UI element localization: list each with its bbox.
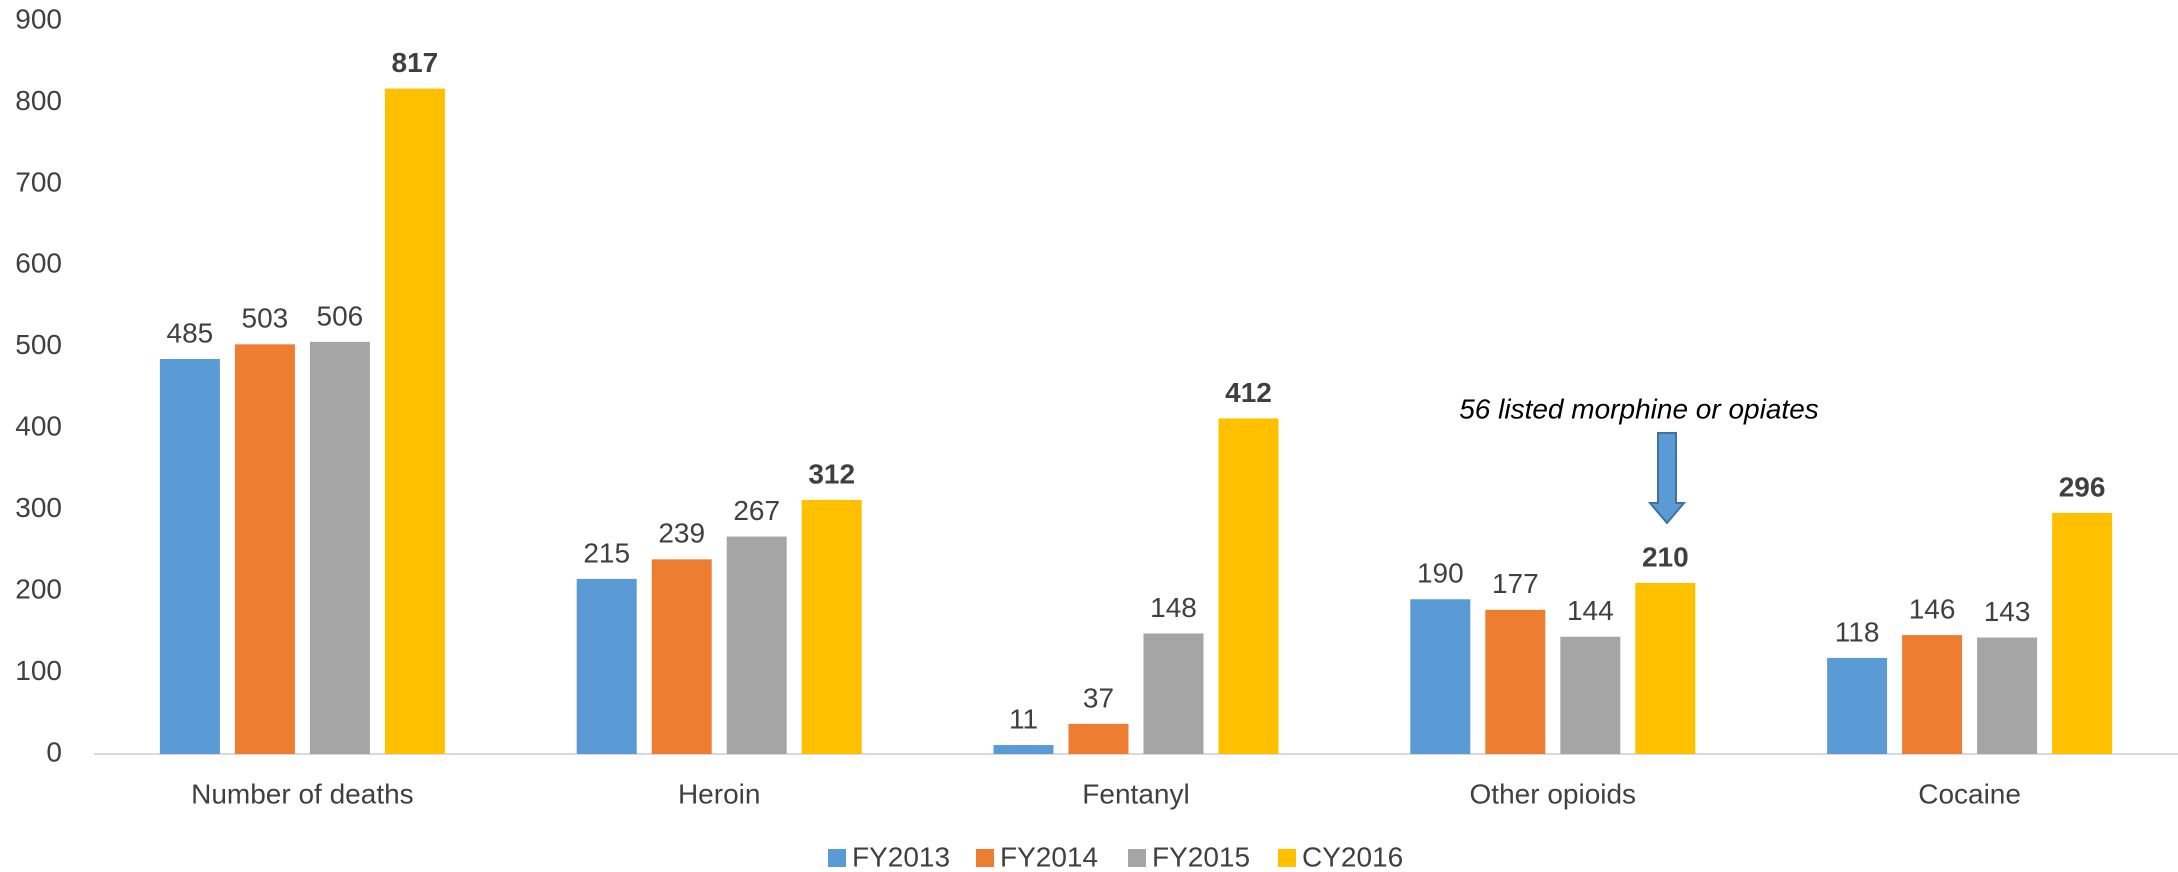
data-label: 37	[1083, 682, 1114, 713]
data-label: 506	[317, 300, 364, 331]
legend-label: FY2014	[1000, 841, 1098, 872]
bar	[1068, 723, 1129, 754]
x-tick-label: Fentanyl	[1082, 778, 1189, 809]
x-tick-label: Cocaine	[1918, 778, 2021, 809]
data-label: 190	[1417, 558, 1464, 589]
data-label: 144	[1567, 595, 1614, 626]
bar	[2052, 512, 2113, 754]
data-label: 177	[1492, 568, 1539, 599]
data-label: 312	[808, 458, 855, 489]
bar	[1977, 637, 2038, 754]
legend-label: FY2013	[852, 841, 950, 872]
legend-swatch	[976, 849, 994, 867]
data-label: 485	[167, 317, 214, 348]
bar	[801, 499, 862, 754]
data-label: 503	[242, 303, 289, 334]
bar	[1560, 636, 1621, 754]
data-label: 148	[1150, 592, 1197, 623]
legend-swatch	[828, 849, 846, 867]
data-label: 210	[1642, 541, 1689, 572]
legend-swatch	[1278, 849, 1296, 867]
legend-label: CY2016	[1302, 841, 1403, 872]
y-tick-label: 800	[15, 85, 62, 116]
bar	[726, 536, 787, 754]
x-tick-label: Number of deaths	[191, 778, 414, 809]
data-label: 239	[658, 518, 705, 549]
legend-swatch	[1128, 849, 1146, 867]
y-tick-label: 200	[15, 574, 62, 605]
bar	[1902, 635, 1963, 754]
bar	[993, 745, 1054, 754]
data-label: 146	[1909, 593, 1956, 624]
y-tick-label: 100	[15, 655, 62, 686]
bar	[651, 559, 712, 754]
y-tick-label: 600	[15, 248, 62, 279]
y-tick-label: 700	[15, 166, 62, 197]
y-tick-label: 900	[15, 3, 62, 34]
data-label: 215	[583, 537, 630, 568]
bar	[1635, 582, 1696, 754]
data-label: 143	[1984, 596, 2031, 627]
y-tick-label: 400	[15, 411, 62, 442]
bar	[1485, 609, 1546, 754]
x-tick-label: Heroin	[678, 778, 760, 809]
data-label: 412	[1225, 377, 1272, 408]
data-label: 11	[1009, 703, 1038, 734]
bar	[1143, 633, 1204, 754]
y-tick-label: 0	[46, 736, 62, 767]
bar	[1218, 418, 1279, 754]
bar	[1827, 657, 1888, 754]
annotation: 56 listed morphine or opiates	[1459, 393, 1819, 424]
data-label: 296	[2059, 471, 2106, 502]
bar	[576, 578, 637, 754]
bar	[309, 341, 370, 754]
bar	[1410, 599, 1471, 754]
legend-label: FY2015	[1152, 841, 1250, 872]
data-label: 267	[733, 495, 780, 526]
y-tick-label: 500	[15, 329, 62, 360]
bar	[234, 344, 295, 754]
data-label: 118	[1835, 616, 1880, 647]
bar	[159, 358, 220, 754]
data-label: 817	[392, 47, 439, 78]
bar	[384, 88, 445, 755]
y-tick-label: 300	[15, 492, 62, 523]
annotation-arrow	[1647, 432, 1687, 525]
x-tick-label: Other opioids	[1470, 778, 1637, 809]
